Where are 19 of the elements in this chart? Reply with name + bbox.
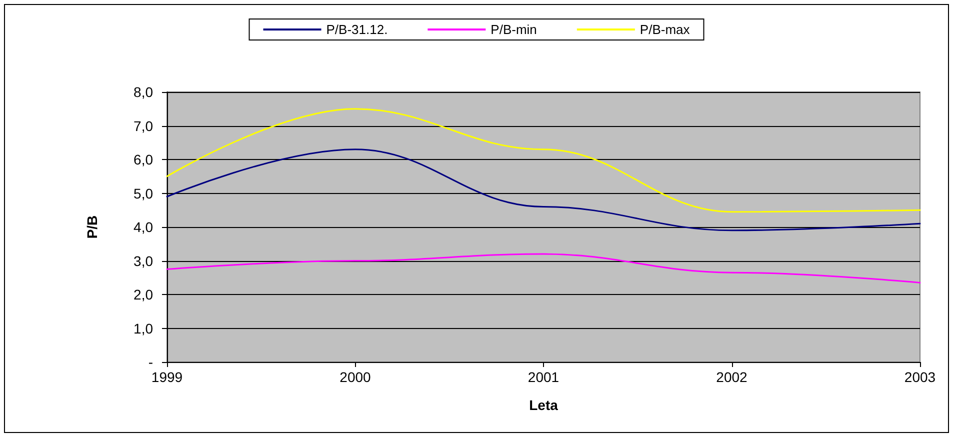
legend-label: P/B-max [640, 22, 690, 37]
x-tick-label: 2001 [528, 369, 560, 385]
x-tick-label: 2003 [904, 369, 936, 385]
x-tick-label: 2002 [716, 369, 748, 385]
y-tick-label: - [148, 354, 154, 370]
y-tick-label: 6,0 [134, 152, 154, 168]
x-tick-label: 2000 [340, 369, 372, 385]
y-tick-label: 5,0 [134, 185, 154, 202]
x-tick-label: 1999 [151, 369, 183, 385]
y-tick-label: 3,0 [134, 252, 154, 269]
y-tick-label: 7,0 [134, 118, 154, 134]
x-axis-title: Leta [529, 397, 558, 413]
legend-label: P/B-31.12. [326, 22, 388, 37]
y-tick-label: 4,0 [134, 219, 154, 235]
y-axis-title: P/B [84, 215, 100, 239]
y-tick-label: 1,0 [134, 320, 154, 336]
legend-label: P/B-min [490, 22, 537, 37]
y-tick-label: 8,0 [134, 84, 154, 100]
y-tick-label: 2,0 [134, 286, 154, 302]
